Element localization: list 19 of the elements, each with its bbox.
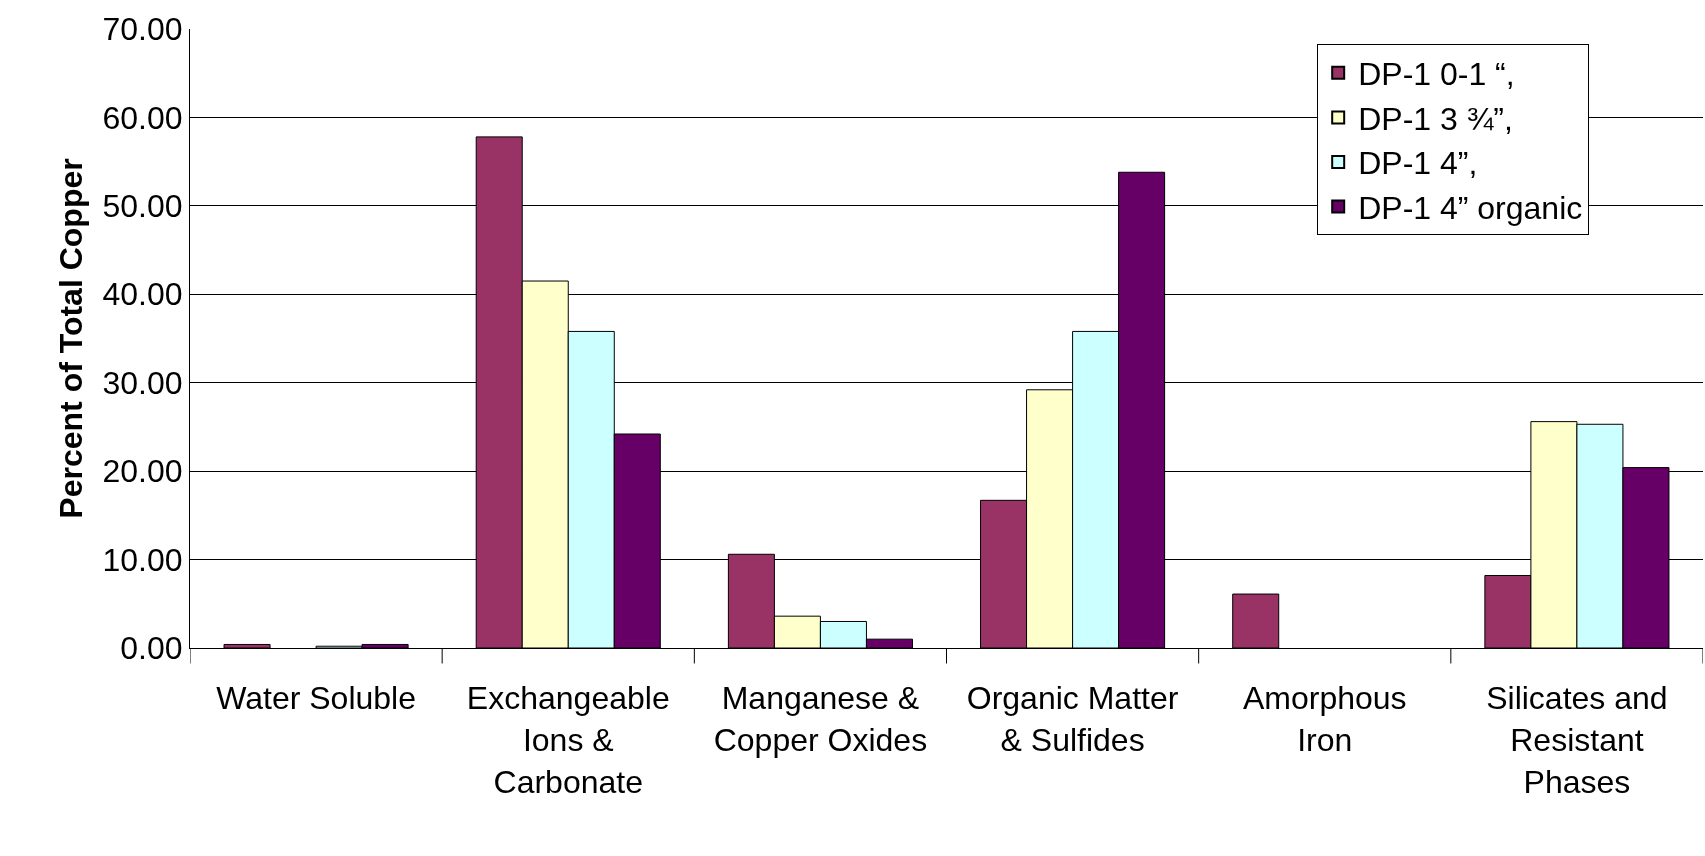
y-tick-label: 30.00: [102, 364, 183, 401]
x-tick-label: Manganese & Copper Oxides: [713, 680, 928, 758]
legend-label: DP-1 4”,: [1358, 145, 1478, 182]
y-axis-title: Percent of Total Copper: [52, 158, 89, 519]
x-tick-label: Organic Matter & Sulfides: [966, 680, 1179, 758]
y-tick-label: 20.00: [102, 453, 183, 490]
y-tick-label: 70.00: [102, 11, 183, 48]
y-tick-label: 40.00: [102, 276, 183, 313]
x-tick-label: Silicates and Resistant Phases: [1486, 680, 1668, 800]
y-tick-label: 0.00: [120, 630, 183, 667]
y-tick-label: 60.00: [102, 99, 183, 136]
legend-label: DP-1 4” organic: [1358, 190, 1583, 227]
x-tick-label: Amorphous Iron: [1242, 680, 1407, 758]
x-tick-label: Water Soluble: [216, 680, 416, 717]
y-tick-label: 50.00: [102, 188, 183, 225]
legend-label: DP-1 3 ¾”,: [1358, 100, 1513, 137]
legend-label: DP-1 0-1 “,: [1358, 56, 1515, 93]
y-tick-label: 10.00: [102, 541, 183, 578]
x-tick-label: Exchangeable Ions & Carbonate: [466, 680, 670, 800]
